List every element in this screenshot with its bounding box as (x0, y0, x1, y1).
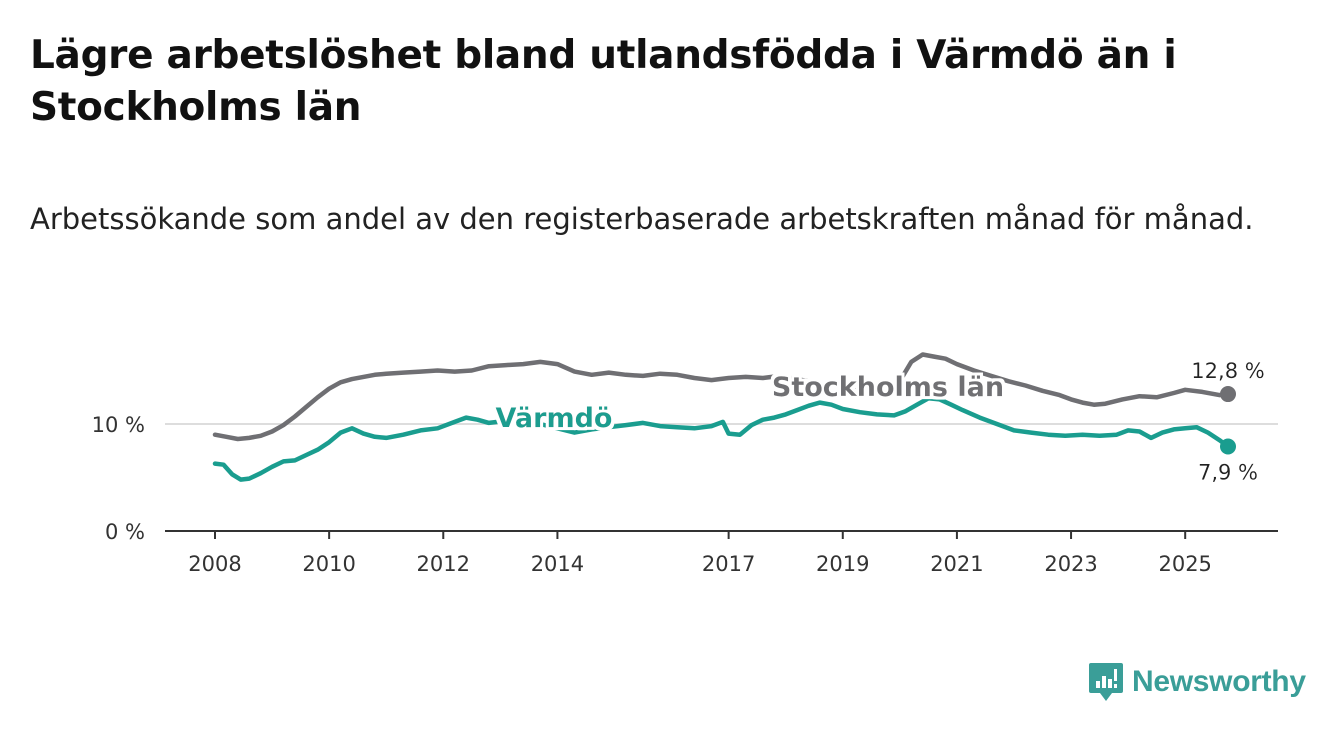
x-tick-label: 2025 (1158, 552, 1211, 576)
chart-title: Lägre arbetslöshet bland utlandsfödda i … (30, 33, 1177, 130)
y-tick-label: 10 % (92, 413, 145, 437)
end-value-label-stockholms-lan: 12,8 % (1191, 359, 1264, 383)
end-point-marker-stockholms-lan (1220, 386, 1236, 403)
series-line-varmdo (212, 396, 1231, 482)
series-label-stockholms-lan: Stockholms län (772, 372, 1004, 403)
x-tick-label: 2017 (702, 552, 755, 576)
x-tick-label: 2021 (930, 552, 983, 576)
newsworthy-logo-icon (1089, 663, 1123, 701)
x-tick-label: 2014 (531, 552, 584, 576)
series-line-stockholms-lan (212, 352, 1231, 442)
label-layer: Stockholms län Värmdö 12,8 % 7,9 % (496, 359, 1265, 484)
series-layer (212, 352, 1236, 482)
x-tick-label: 2010 (302, 552, 355, 576)
x-tick-label: 2019 (816, 552, 869, 576)
axis-layer: 0 % 10 % 2008 2010 2012 2014 2017 2019 2021 2023 2… (92, 413, 1278, 576)
newsworthy-brand: Newsworthy (1088, 660, 1306, 704)
x-tick-label: 2023 (1044, 552, 1097, 576)
chart-subtitle: Arbetssökande som andel av den registerb… (30, 202, 1254, 236)
brand-name: Newsworthy (1132, 665, 1306, 698)
x-tick-label: 2008 (188, 552, 241, 576)
end-value-label-varmdo: 7,9 % (1198, 460, 1258, 484)
series-label-varmdo: Värmdö (496, 403, 613, 434)
end-point-marker-varmdo (1220, 438, 1236, 455)
y-tick-label: 0 % (105, 520, 145, 544)
x-tick-label: 2012 (417, 552, 470, 576)
